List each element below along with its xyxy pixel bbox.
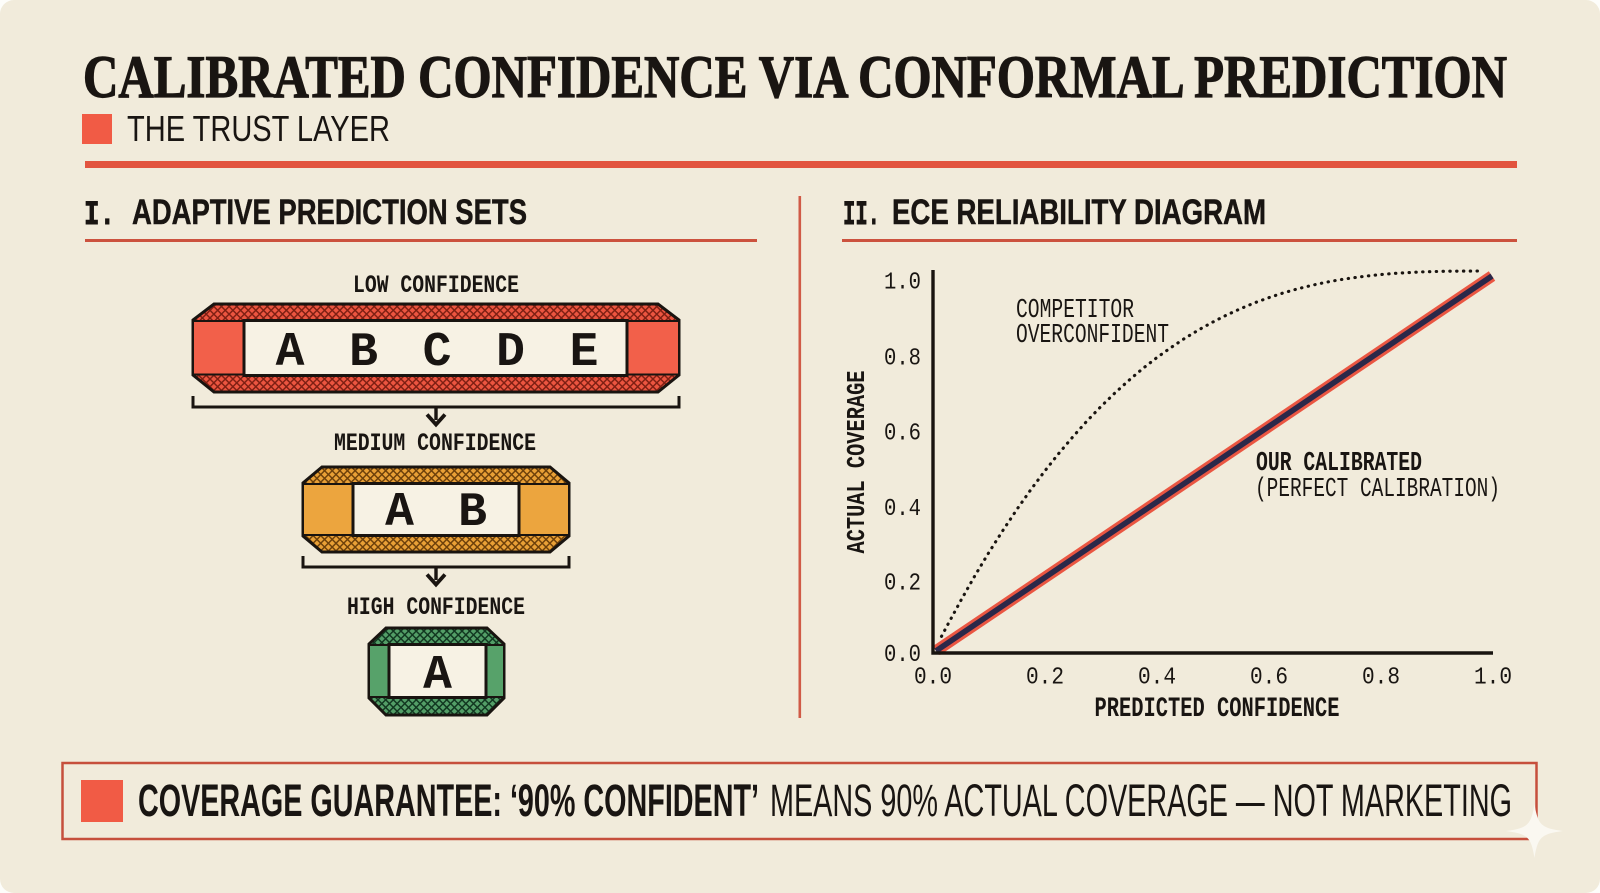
svg-text:E: E — [570, 326, 599, 380]
svg-text:COMPETITOR: COMPETITOR — [1016, 296, 1134, 326]
svg-text:0.2: 0.2 — [884, 571, 921, 598]
svg-text:COVERAGE GUARANTEE: ‘90% CONFI: COVERAGE GUARANTEE: ‘90% CONFIDENT’ — [138, 775, 759, 826]
svg-text:0.0: 0.0 — [914, 665, 952, 692]
svg-text:(PERFECT CALIBRATION): (PERFECT CALIBRATION) — [1255, 475, 1500, 505]
svg-text:I.: I. — [84, 197, 115, 235]
svg-text:A: A — [385, 486, 414, 540]
svg-text:ECE RELIABILITY DIAGRAM: ECE RELIABILITY DIAGRAM — [892, 193, 1266, 232]
svg-text:MEDIUM CONFIDENCE: MEDIUM CONFIDENCE — [334, 429, 536, 458]
svg-text:ACTUAL COVERAGE: ACTUAL COVERAGE — [842, 371, 872, 554]
svg-text:ADAPTIVE PREDICTION SETS: ADAPTIVE PREDICTION SETS — [132, 193, 527, 232]
svg-text:0.4: 0.4 — [884, 496, 921, 523]
svg-text:0.4: 0.4 — [1138, 665, 1176, 692]
svg-text:D: D — [496, 326, 525, 380]
svg-text:LOW CONFIDENCE: LOW CONFIDENCE — [353, 271, 519, 300]
svg-text:B: B — [458, 486, 487, 540]
svg-text:II.: II. — [843, 197, 880, 235]
svg-text:0.0: 0.0 — [884, 642, 921, 669]
svg-text:MEANS 90% ACTUAL COVERAGE — NO: MEANS 90% ACTUAL COVERAGE — NOT MARKETIN… — [770, 775, 1512, 826]
svg-text:1.0: 1.0 — [1474, 665, 1512, 692]
svg-text:OVERCONFIDENT: OVERCONFIDENT — [1016, 321, 1169, 351]
svg-text:THE TRUST LAYER: THE TRUST LAYER — [127, 108, 390, 149]
svg-text:0.6: 0.6 — [1250, 665, 1288, 692]
svg-text:OUR CALIBRATED: OUR CALIBRATED — [1256, 449, 1422, 479]
svg-text:C: C — [423, 326, 452, 380]
svg-text:A: A — [423, 649, 452, 703]
svg-text:1.0: 1.0 — [884, 270, 921, 297]
svg-text:A: A — [276, 326, 305, 380]
svg-text:0.8: 0.8 — [1362, 665, 1400, 692]
svg-text:PREDICTED CONFIDENCE: PREDICTED CONFIDENCE — [1095, 694, 1340, 725]
svg-text:0.2: 0.2 — [1026, 665, 1064, 692]
svg-text:CALIBRATED CONFIDENCE VIA CONF: CALIBRATED CONFIDENCE VIA CONFORMAL PRED… — [83, 44, 1507, 110]
svg-text:B: B — [349, 326, 378, 380]
svg-text:0.8: 0.8 — [884, 346, 921, 373]
svg-text:HIGH CONFIDENCE: HIGH CONFIDENCE — [347, 593, 525, 622]
svg-text:0.6: 0.6 — [884, 421, 921, 448]
